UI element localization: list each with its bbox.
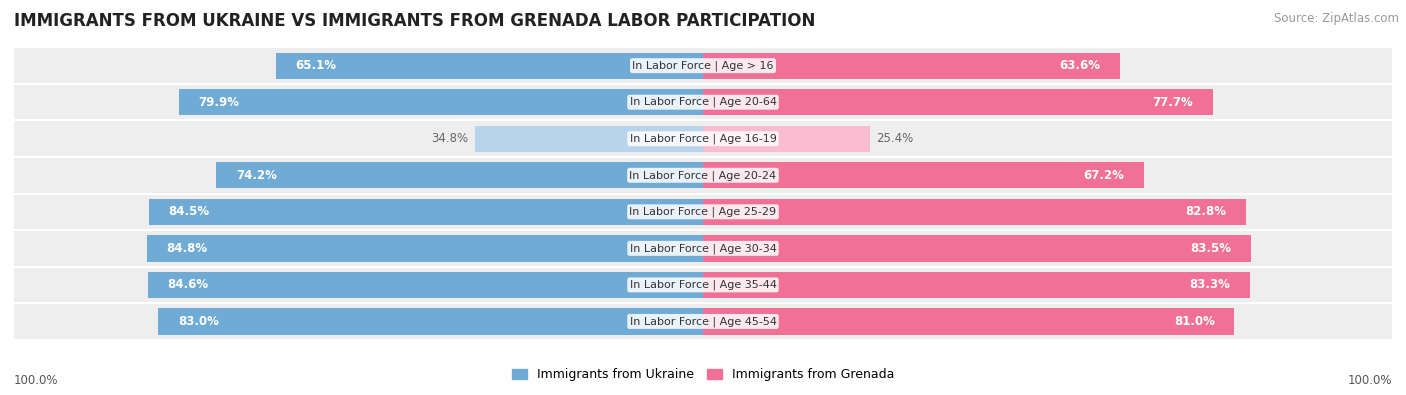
Text: 84.6%: 84.6% <box>167 278 208 292</box>
Bar <box>159 308 703 335</box>
Text: 77.7%: 77.7% <box>1153 96 1194 109</box>
Bar <box>703 272 1250 298</box>
Text: 83.3%: 83.3% <box>1189 278 1230 292</box>
Text: IMMIGRANTS FROM UKRAINE VS IMMIGRANTS FROM GRENADA LABOR PARTICIPATION: IMMIGRANTS FROM UKRAINE VS IMMIGRANTS FR… <box>14 12 815 30</box>
Text: In Labor Force | Age 45-54: In Labor Force | Age 45-54 <box>630 316 776 327</box>
Text: Source: ZipAtlas.com: Source: ZipAtlas.com <box>1274 12 1399 25</box>
Bar <box>146 235 703 261</box>
Text: In Labor Force | Age 35-44: In Labor Force | Age 35-44 <box>630 280 776 290</box>
Bar <box>703 308 1234 335</box>
Text: 34.8%: 34.8% <box>432 132 468 145</box>
Bar <box>149 199 703 225</box>
Text: 25.4%: 25.4% <box>876 132 914 145</box>
Text: 100.0%: 100.0% <box>14 374 59 387</box>
Bar <box>14 194 1392 230</box>
Bar <box>14 303 1392 340</box>
Bar <box>148 272 703 298</box>
Bar <box>703 235 1251 261</box>
Text: 82.8%: 82.8% <box>1185 205 1226 218</box>
Text: 74.2%: 74.2% <box>236 169 277 182</box>
Bar <box>14 120 1392 157</box>
Bar <box>14 267 1392 303</box>
Bar <box>703 53 1121 79</box>
Bar <box>14 84 1392 120</box>
Bar <box>703 162 1144 188</box>
Text: 83.0%: 83.0% <box>179 315 219 328</box>
Bar <box>703 199 1246 225</box>
Bar <box>14 230 1392 267</box>
Bar <box>475 126 703 152</box>
Text: In Labor Force | Age > 16: In Labor Force | Age > 16 <box>633 60 773 71</box>
Text: 84.8%: 84.8% <box>166 242 208 255</box>
Text: 79.9%: 79.9% <box>198 96 239 109</box>
Text: In Labor Force | Age 25-29: In Labor Force | Age 25-29 <box>630 207 776 217</box>
Text: 83.5%: 83.5% <box>1191 242 1232 255</box>
Text: 67.2%: 67.2% <box>1084 169 1125 182</box>
Text: 100.0%: 100.0% <box>1347 374 1392 387</box>
Text: 84.5%: 84.5% <box>169 205 209 218</box>
Bar <box>179 89 703 115</box>
Text: In Labor Force | Age 16-19: In Labor Force | Age 16-19 <box>630 134 776 144</box>
Text: In Labor Force | Age 20-64: In Labor Force | Age 20-64 <box>630 97 776 107</box>
Bar <box>276 53 703 79</box>
Bar <box>217 162 703 188</box>
Text: 81.0%: 81.0% <box>1174 315 1215 328</box>
Text: In Labor Force | Age 20-24: In Labor Force | Age 20-24 <box>630 170 776 181</box>
Bar <box>703 126 870 152</box>
Bar <box>703 89 1213 115</box>
Bar <box>14 47 1392 84</box>
Text: 65.1%: 65.1% <box>295 59 336 72</box>
Text: 63.6%: 63.6% <box>1060 59 1101 72</box>
Legend: Immigrants from Ukraine, Immigrants from Grenada: Immigrants from Ukraine, Immigrants from… <box>508 363 898 386</box>
Text: In Labor Force | Age 30-34: In Labor Force | Age 30-34 <box>630 243 776 254</box>
Bar <box>14 157 1392 194</box>
